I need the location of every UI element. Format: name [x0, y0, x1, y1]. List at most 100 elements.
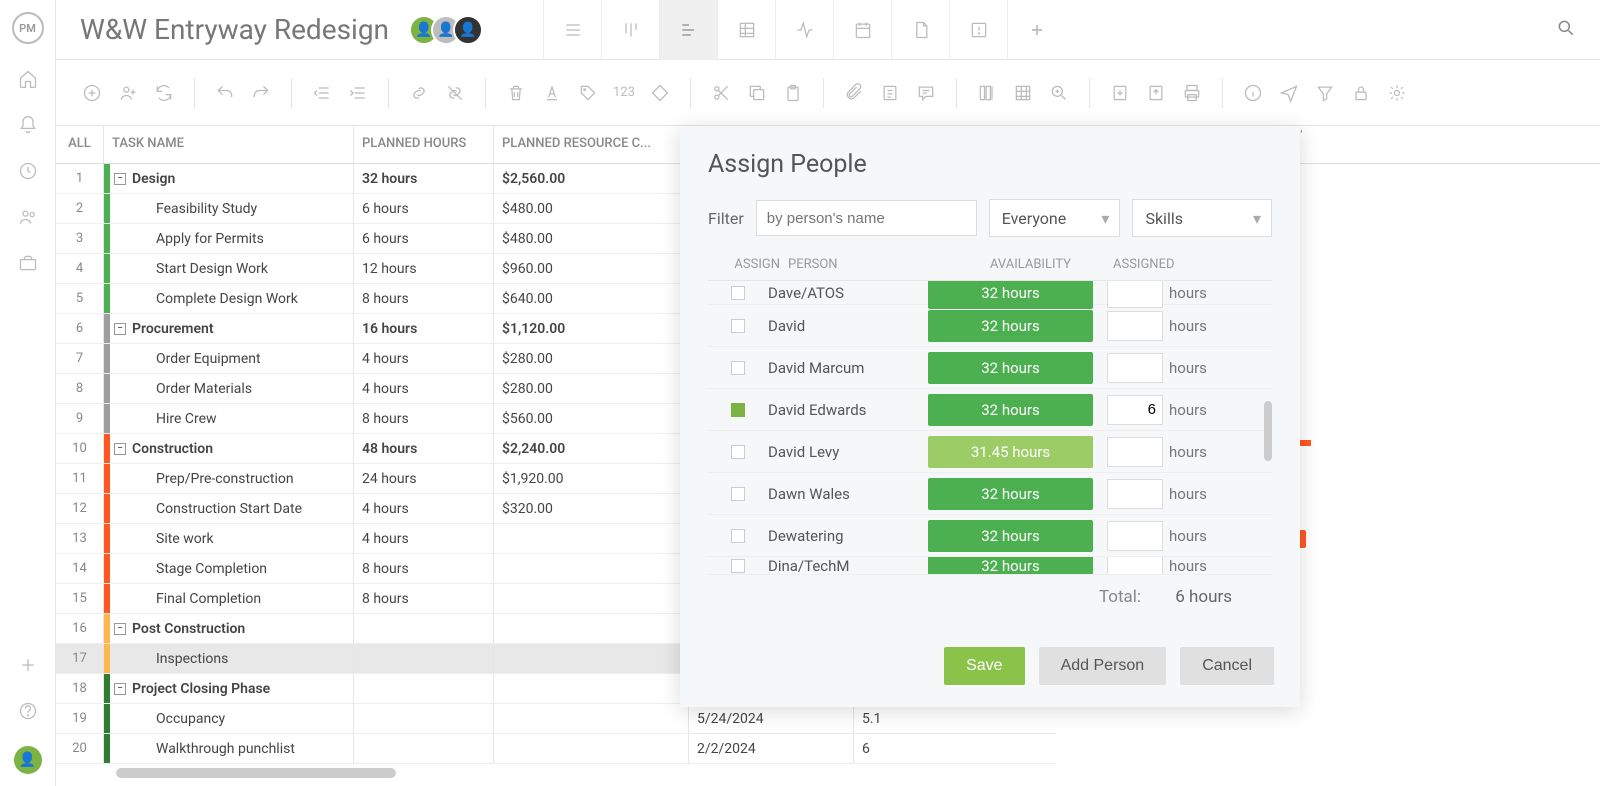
- hours-cell[interactable]: 32 hours: [354, 164, 494, 193]
- hours-cell[interactable]: 8 hours: [354, 554, 494, 583]
- assigned-hours-input[interactable]: [1107, 557, 1163, 575]
- cost-cell[interactable]: $640.00: [494, 284, 689, 313]
- task-row[interactable]: 19Occupancy5/24/20245.1: [56, 704, 1056, 734]
- cost-cell[interactable]: [494, 584, 689, 613]
- date-cell[interactable]: 2/2/2024: [689, 734, 854, 763]
- text-color-icon[interactable]: [536, 77, 568, 109]
- assign-checkbox[interactable]: [708, 361, 768, 375]
- task-name-cell[interactable]: Order Materials: [110, 374, 354, 403]
- hours-cell[interactable]: 8 hours: [354, 404, 494, 433]
- cost-cell[interactable]: $2,560.00: [494, 164, 689, 193]
- task-name-cell[interactable]: Complete Design Work: [110, 284, 354, 313]
- paste-icon[interactable]: [777, 77, 809, 109]
- user-avatar[interactable]: 👤: [14, 746, 42, 774]
- cost-cell[interactable]: $480.00: [494, 224, 689, 253]
- date-cell[interactable]: 5/24/2024: [689, 704, 854, 733]
- cost-cell[interactable]: $2,240.00: [494, 434, 689, 463]
- cost-cell[interactable]: [494, 524, 689, 553]
- hours-cell[interactable]: 24 hours: [354, 464, 494, 493]
- task-name-cell[interactable]: Order Equipment: [110, 344, 354, 373]
- assign-row[interactable]: David Edwards32 hourshours: [708, 389, 1272, 431]
- task-name-cell[interactable]: Hire Crew: [110, 404, 354, 433]
- outdent-icon[interactable]: [306, 77, 338, 109]
- tab-risk[interactable]: [949, 0, 1007, 60]
- comment-icon[interactable]: [910, 77, 942, 109]
- hours-cell[interactable]: 4 hours: [354, 374, 494, 403]
- task-name-cell[interactable]: −Project Closing Phase: [110, 674, 354, 703]
- col-header-task[interactable]: TASK NAME: [104, 126, 354, 163]
- hours-cell[interactable]: 8 hours: [354, 584, 494, 613]
- assigned-hours-input[interactable]: [1107, 521, 1163, 551]
- task-name-cell[interactable]: Walkthrough punchlist: [110, 734, 354, 763]
- task-name-cell[interactable]: Final Completion: [110, 584, 354, 613]
- hours-cell[interactable]: 4 hours: [354, 524, 494, 553]
- hours-cell[interactable]: [354, 734, 494, 763]
- print-icon[interactable]: [1176, 77, 1208, 109]
- task-name-cell[interactable]: Apply for Permits: [110, 224, 354, 253]
- assign-checkbox[interactable]: [708, 487, 768, 501]
- cost-cell[interactable]: [494, 734, 689, 763]
- assign-row[interactable]: David Levy31.45 hourshours: [708, 431, 1272, 473]
- add-task-icon[interactable]: [76, 77, 108, 109]
- filter-input[interactable]: [756, 200, 977, 236]
- hours-cell[interactable]: 4 hours: [354, 494, 494, 523]
- zoom-icon[interactable]: [1043, 77, 1075, 109]
- cost-cell[interactable]: $1,920.00: [494, 464, 689, 493]
- grid-icon[interactable]: [1007, 77, 1039, 109]
- task-name-cell[interactable]: −Design: [110, 164, 354, 193]
- hours-cell[interactable]: [354, 614, 494, 643]
- task-row[interactable]: 20Walkthrough punchlist2/2/20246: [56, 734, 1056, 764]
- assigned-hours-input[interactable]: [1107, 281, 1163, 308]
- filter-icon[interactable]: [1309, 77, 1341, 109]
- clock-icon[interactable]: [17, 160, 39, 182]
- task-name-cell[interactable]: Occupancy: [110, 704, 354, 733]
- tab-board[interactable]: [601, 0, 659, 60]
- search-icon[interactable]: [1556, 18, 1576, 42]
- assign-checkbox[interactable]: [708, 286, 768, 300]
- tab-calendar[interactable]: [833, 0, 891, 60]
- cut-icon[interactable]: [705, 77, 737, 109]
- indent-icon[interactable]: [342, 77, 374, 109]
- bell-icon[interactable]: [17, 114, 39, 136]
- prog-cell[interactable]: 5.1: [854, 704, 954, 733]
- redo-icon[interactable]: [245, 77, 277, 109]
- avatar-stack[interactable]: 👤 👤 👤: [409, 15, 483, 45]
- cost-cell[interactable]: [494, 644, 689, 673]
- task-name-cell[interactable]: −Post Construction: [110, 614, 354, 643]
- plus-icon[interactable]: [17, 654, 39, 676]
- export-icon[interactable]: [1140, 77, 1172, 109]
- tag-icon[interactable]: [572, 77, 604, 109]
- col-header-all[interactable]: ALL: [56, 126, 104, 163]
- task-name-cell[interactable]: −Construction: [110, 434, 354, 463]
- people-icon[interactable]: [17, 206, 39, 228]
- task-name-cell[interactable]: Site work: [110, 524, 354, 553]
- undo-icon[interactable]: [209, 77, 241, 109]
- home-icon[interactable]: [17, 68, 39, 90]
- cost-cell[interactable]: $280.00: [494, 374, 689, 403]
- add-person-button[interactable]: Add Person: [1039, 647, 1167, 685]
- task-name-cell[interactable]: Start Design Work: [110, 254, 354, 283]
- hours-cell[interactable]: 8 hours: [354, 284, 494, 313]
- cost-cell[interactable]: [494, 614, 689, 643]
- hours-cell[interactable]: 4 hours: [354, 344, 494, 373]
- filter-skills-select[interactable]: Skills: [1132, 199, 1272, 237]
- cost-cell[interactable]: $480.00: [494, 194, 689, 223]
- assign-row[interactable]: Dina/TechM32 hourshours: [708, 557, 1272, 575]
- col-header-cost[interactable]: PLANNED RESOURCE C...: [494, 126, 689, 163]
- unlink-icon[interactable]: [439, 77, 471, 109]
- hours-cell[interactable]: 48 hours: [354, 434, 494, 463]
- import-icon[interactable]: [1104, 77, 1136, 109]
- assigned-hours-input[interactable]: [1107, 437, 1163, 467]
- assign-row[interactable]: Dewatering32 hourshours: [708, 515, 1272, 557]
- assign-checkbox[interactable]: [708, 445, 768, 459]
- task-name-cell[interactable]: Feasibility Study: [110, 194, 354, 223]
- assign-row[interactable]: Dave/ATOS32 hourshours: [708, 281, 1272, 305]
- modal-scrollbar[interactable]: [1264, 401, 1272, 461]
- assigned-hours-input[interactable]: [1107, 353, 1163, 383]
- tab-sheet[interactable]: [717, 0, 775, 60]
- help-icon[interactable]: [17, 700, 39, 722]
- assign-checkbox[interactable]: [708, 403, 768, 417]
- briefcase-icon[interactable]: [17, 252, 39, 274]
- lock-icon[interactable]: [1345, 77, 1377, 109]
- assign-row[interactable]: Dawn Wales32 hourshours: [708, 473, 1272, 515]
